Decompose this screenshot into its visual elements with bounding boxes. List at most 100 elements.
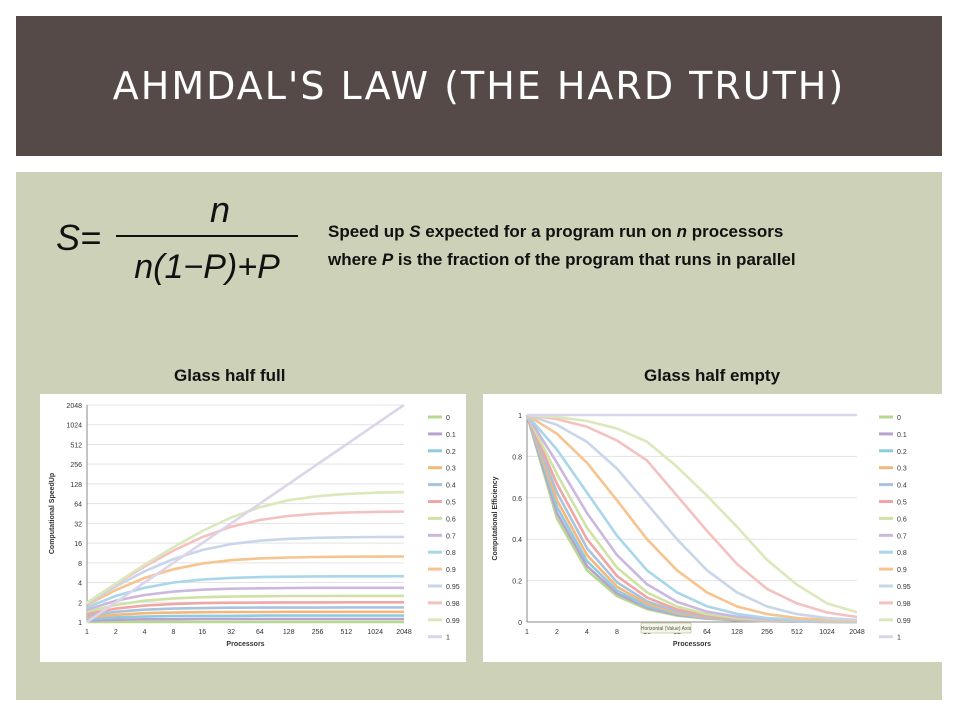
series-line (526, 413, 858, 619)
series-line (526, 413, 858, 614)
y-tick-label: 8 (78, 561, 82, 568)
x-tick-label: 512 (341, 629, 353, 636)
y-tick-label: 0.2 (512, 579, 522, 586)
series-line (526, 413, 858, 622)
desc-text: processors (686, 222, 784, 241)
title-bar: AHMDAL'S LAW (THE HARD TRUTH) (16, 16, 942, 156)
x-tick-label: 16 (198, 629, 206, 636)
legend-label: 0.4 (446, 483, 456, 490)
legend-label: 0.98 (446, 601, 460, 608)
description-line-1: Speed up S expected for a program run on… (328, 222, 783, 242)
chart-title-empty: Glass half empty (644, 366, 781, 385)
legend-label: 0.3 (897, 466, 907, 473)
y-tick-label: 0.6 (512, 496, 522, 503)
legend-label: 0.95 (897, 584, 911, 591)
legend-label: 0.5 (897, 500, 907, 507)
desc-var-n: n (676, 222, 687, 241)
x-tick-label: 256 (761, 629, 773, 636)
legend-label: 0.2 (446, 449, 456, 456)
legend-label: 0.99 (897, 618, 911, 625)
formula-lhs: S= (56, 217, 101, 258)
series-line (526, 413, 858, 623)
x-tick-label: 1024 (367, 629, 383, 636)
legend-label: 0.95 (446, 584, 460, 591)
series-line (86, 490, 405, 604)
legend-label: 0 (897, 415, 901, 422)
series-line (526, 414, 858, 623)
legend-label: 0.98 (897, 601, 911, 608)
y-tick-label: 16 (74, 541, 82, 548)
y-tick-label: 2048 (66, 403, 82, 410)
desc-text: where (328, 250, 382, 269)
series-line (86, 617, 404, 622)
axis-annotation-box (640, 622, 692, 634)
x-axis-label: Processors (673, 641, 711, 648)
x-tick-label: 64 (703, 629, 711, 636)
series-line (86, 574, 405, 609)
x-tick-label: 4 (143, 629, 147, 636)
legend-label: 0.1 (446, 432, 456, 439)
series-line (86, 610, 404, 619)
formula-numerator: n (210, 190, 230, 230)
series-line (86, 535, 405, 605)
x-tick-label: 32 (227, 629, 235, 636)
y-tick-label: 1 (78, 620, 82, 627)
x-tick-label: 8 (615, 629, 619, 636)
x-tick-label: 128 (731, 629, 743, 636)
x-tick-label: 128 (283, 629, 295, 636)
legend-label: 0.9 (446, 567, 456, 574)
desc-text: Speed up (328, 222, 410, 241)
x-tick-label: 1024 (819, 629, 835, 636)
legend-label: 1 (897, 635, 901, 642)
y-tick-label: 128 (70, 482, 82, 489)
legend-label: 0.6 (897, 516, 907, 523)
x-tick-label: 1 (85, 629, 89, 636)
desc-var-p: P (381, 250, 394, 269)
y-tick-label: 512 (70, 442, 82, 449)
desc-text: expected for a program run on (420, 222, 677, 241)
y-tick-label: 0 (518, 620, 522, 627)
series-line (86, 555, 405, 607)
legend-label: 0.8 (897, 550, 907, 557)
legend-label: 0.6 (446, 516, 456, 523)
legend-label: 0.99 (446, 618, 460, 625)
desc-text: is the fraction of the program that runs… (393, 250, 796, 269)
x-tick-label: 64 (256, 629, 264, 636)
y-tick-label: 4 (78, 581, 82, 588)
series-line (86, 614, 404, 621)
series-line (86, 601, 404, 616)
y-tick-label: 64 (74, 502, 82, 509)
chart-title-full: Glass half full (174, 366, 286, 385)
x-tick-label: 2048 (396, 629, 412, 636)
description-line-2: where P is the fraction of the program t… (328, 250, 796, 270)
x-tick-label: 2048 (849, 629, 865, 636)
legend-label: 0.1 (897, 432, 907, 439)
legend-label: 0.3 (446, 466, 456, 473)
x-tick-label: 2 (114, 629, 118, 636)
series-line (86, 606, 404, 617)
formula-denominator: n(1−P)+P (134, 248, 280, 286)
x-tick-label: 1 (525, 629, 529, 636)
amdahl-formula: S= n n(1−P)+P (56, 190, 298, 286)
legend-label: 0.8 (446, 550, 456, 557)
x-tick-label: 2 (555, 629, 559, 636)
series-line (86, 594, 404, 614)
y-tick-label: 2 (78, 600, 82, 607)
series-line (86, 510, 405, 604)
x-axis-label: Processors (226, 641, 264, 648)
y-tick-label: 256 (70, 462, 82, 469)
desc-var-s: S (409, 222, 421, 241)
legend-label: 0.9 (897, 567, 907, 574)
x-tick-label: 8 (172, 629, 176, 636)
legend-label: 1 (446, 635, 450, 642)
series-line (86, 403, 405, 624)
legend-label: 0.5 (446, 500, 456, 507)
x-tick-label: 4 (585, 629, 589, 636)
x-tick-label: 512 (791, 629, 803, 636)
series-line (86, 586, 404, 611)
y-tick-label: 1 (518, 413, 522, 420)
efficiency-chart: 00.20.40.60.8112481632641282565121024204… (483, 394, 948, 662)
legend-label: 0.2 (897, 449, 907, 456)
x-tick-label: 256 (312, 629, 324, 636)
speedup-chart: 1 2 4 8 16 32 64 128 256 512 1024 2048 1 2 4 8 16 32 64 128… (40, 394, 466, 662)
